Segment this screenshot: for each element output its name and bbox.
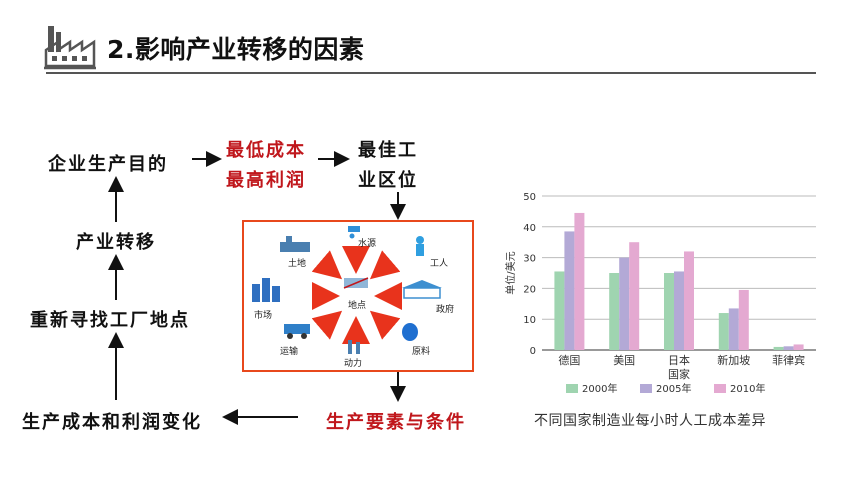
power-icon: [348, 340, 360, 354]
y-axis-label: 单位/美元: [504, 251, 517, 294]
bar: [629, 242, 640, 350]
node-best-location-line2: 业区位: [358, 170, 418, 191]
bar: [554, 271, 565, 350]
factor-market-label: 市场: [254, 311, 273, 321]
legend-swatch: [566, 384, 578, 393]
legend-swatch: [640, 384, 652, 393]
node-relocate-factory: 重新寻找工厂地点: [30, 310, 190, 331]
bar: [619, 257, 630, 350]
factor-transport-label: 运输: [280, 347, 299, 357]
node-max-profit: 最高利润: [226, 170, 306, 191]
node-enterprise-goal: 企业生产目的: [48, 154, 168, 175]
bar: [684, 251, 694, 350]
factor-land-label: 土地: [288, 259, 307, 269]
y-tick-label: 0: [530, 346, 536, 357]
bar: [728, 308, 739, 350]
node-industry-transfer: 产业转移: [76, 232, 156, 253]
y-tick-label: 30: [523, 254, 536, 265]
factor-water-label: 水源: [358, 239, 377, 249]
bar: [773, 346, 784, 350]
factory-icon: [44, 26, 96, 70]
transport-icon: [284, 324, 310, 339]
x-tick-label: 日本: [668, 353, 690, 367]
node-production-factors: 生产要素与条件: [326, 412, 466, 433]
legend-label: 2010年: [730, 382, 765, 395]
bar: [718, 313, 729, 350]
page-title: 2.影响产业转移的因素: [107, 35, 365, 64]
legend-label: 2005年: [656, 382, 691, 395]
bar: [783, 346, 794, 350]
node-min-cost: 最低成本: [226, 140, 306, 161]
bar: [664, 273, 674, 350]
chart-caption: 不同国家制造业每小时人工成本差异: [534, 413, 766, 429]
raw-material-icon: [402, 323, 418, 341]
y-tick-label: 50: [523, 192, 536, 203]
factor-diagram: 地点 土地 水源 工人 市场 政府 运输 动力 原料: [242, 220, 474, 372]
x-tick-label: 美国: [613, 354, 635, 367]
title-divider: [46, 72, 816, 74]
factor-government-label: 政府: [436, 305, 455, 315]
bar: [793, 344, 804, 350]
factor-worker-label: 工人: [430, 259, 449, 269]
bar: [574, 212, 585, 350]
legend-label: 2000年: [582, 382, 617, 395]
market-icon: [252, 278, 280, 302]
factor-arrows: [252, 226, 442, 354]
location-icon: [343, 277, 369, 289]
government-icon: [402, 280, 442, 299]
legend-swatch: [714, 384, 726, 393]
water-icon: [348, 226, 360, 239]
node-cost-profit-change: 生产成本和利润变化: [22, 412, 202, 433]
x-tick-label: 新加坡: [717, 353, 750, 367]
factor-raw-material-label: 原料: [412, 347, 431, 357]
factor-center-label: 地点: [348, 301, 367, 311]
x-tick-label: 菲律宾: [772, 353, 805, 367]
bar: [674, 271, 684, 350]
y-tick-label: 10: [523, 315, 536, 326]
x-tick-label: 德国: [558, 353, 580, 367]
y-tick-label: 20: [523, 284, 536, 295]
land-icon: [280, 236, 310, 252]
y-tick-label: 40: [523, 223, 536, 234]
x-axis-label: 国家: [668, 367, 690, 381]
bar: [738, 289, 749, 350]
bar: [609, 273, 620, 350]
worker-icon: [416, 236, 424, 256]
bar: [564, 231, 575, 350]
node-best-location-line1: 最佳工: [358, 140, 418, 161]
factor-power-label: 动力: [344, 359, 363, 369]
